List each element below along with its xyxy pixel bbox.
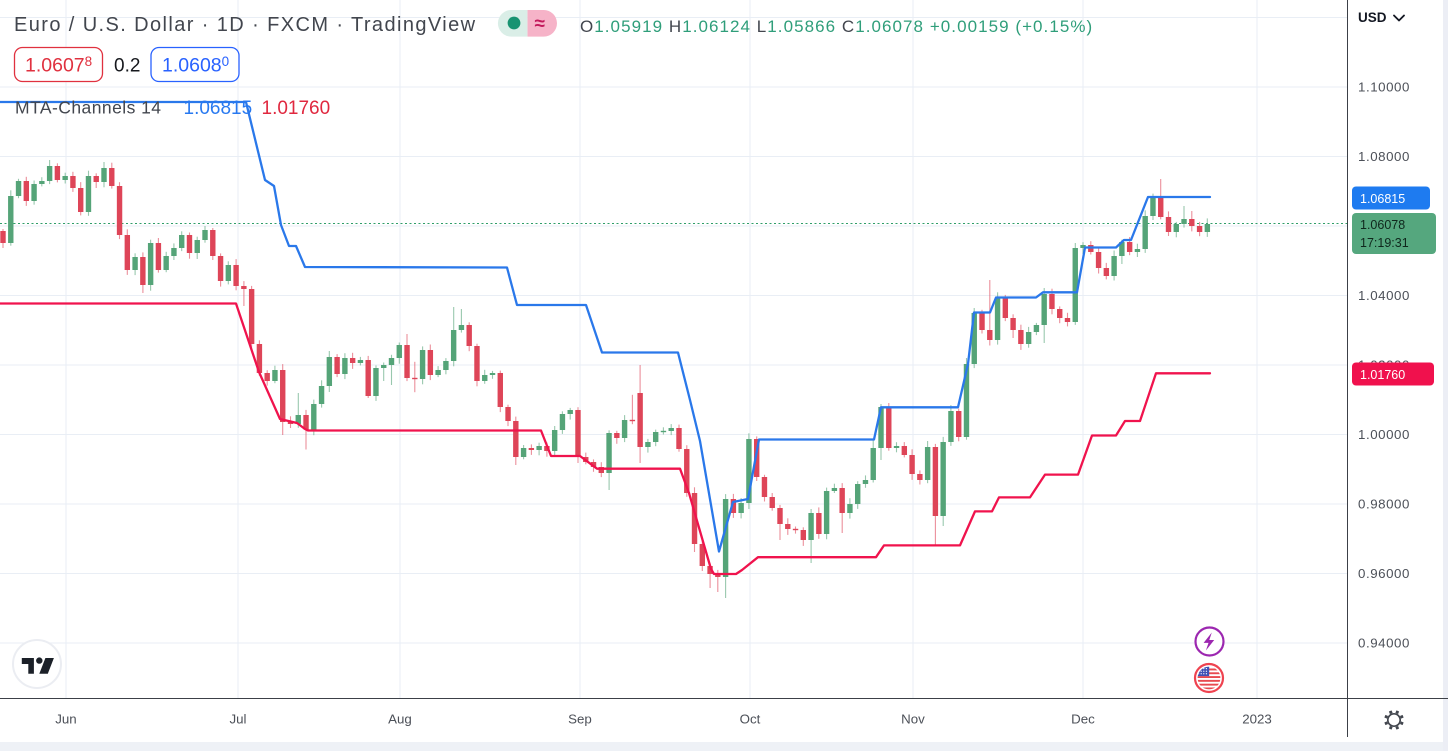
svg-text:USD: USD <box>1358 10 1387 25</box>
svg-text:0.98000: 0.98000 <box>1358 497 1410 512</box>
svg-text:1.01760: 1.01760 <box>262 98 331 119</box>
svg-text:Oct: Oct <box>740 712 761 727</box>
svg-text:1.06815: 1.06815 <box>1360 192 1405 206</box>
svg-text:1.00000: 1.00000 <box>1358 427 1410 442</box>
svg-text:1.06078: 1.06078 <box>25 54 92 77</box>
svg-text:1.01760: 1.01760 <box>1360 368 1405 382</box>
svg-text:0.94000: 0.94000 <box>1358 636 1410 651</box>
svg-text:1.06080: 1.06080 <box>162 54 229 77</box>
svg-text:0.96000: 0.96000 <box>1358 566 1410 581</box>
svg-text:Sep: Sep <box>568 712 592 727</box>
svg-text:1.08000: 1.08000 <box>1358 149 1410 164</box>
svg-text:Dec: Dec <box>1071 712 1095 727</box>
svg-text:Nov: Nov <box>901 712 925 727</box>
svg-text:1.10000: 1.10000 <box>1358 80 1410 95</box>
svg-text:1.04000: 1.04000 <box>1358 288 1410 303</box>
svg-text:0.2: 0.2 <box>114 56 140 77</box>
svg-text:MTA-Channels 14: MTA-Channels 14 <box>15 98 162 118</box>
svg-text:Jun: Jun <box>55 712 76 727</box>
svg-text:1.06815: 1.06815 <box>184 98 253 119</box>
svg-text:≈: ≈ <box>535 14 546 35</box>
svg-text:2023: 2023 <box>1242 712 1272 727</box>
svg-text:Jul: Jul <box>230 712 247 727</box>
svg-text:Euro / U.S. Dollar · 1D · FXCM: Euro / U.S. Dollar · 1D · FXCM · Trading… <box>14 14 476 36</box>
svg-text:1.06078: 1.06078 <box>1360 218 1405 232</box>
svg-text:17:19:31: 17:19:31 <box>1360 236 1409 250</box>
svg-text:Aug: Aug <box>388 712 412 727</box>
svg-text:O1.05919 H1.06124 L1.05866: O1.05919 H1.06124 L1.05866 C1.06078 +0.0… <box>580 17 1093 36</box>
